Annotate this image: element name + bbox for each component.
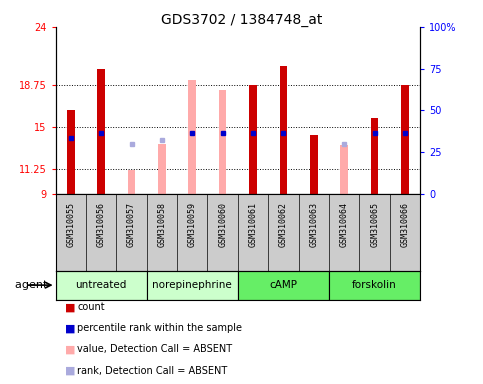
Bar xyxy=(371,118,378,194)
Text: untreated: untreated xyxy=(75,280,127,290)
Text: forskolin: forskolin xyxy=(352,280,397,290)
Text: agent: agent xyxy=(15,280,51,290)
Bar xyxy=(280,66,287,194)
Bar xyxy=(329,271,420,300)
Text: count: count xyxy=(77,302,105,312)
Text: value, Detection Call = ABSENT: value, Detection Call = ABSENT xyxy=(77,344,232,354)
Bar xyxy=(238,271,329,300)
Bar xyxy=(401,85,409,194)
Bar xyxy=(158,144,166,194)
Bar xyxy=(310,135,318,194)
Bar xyxy=(128,170,135,194)
Text: cAMP: cAMP xyxy=(270,280,298,290)
Text: GSM310063: GSM310063 xyxy=(309,202,318,247)
Text: percentile rank within the sample: percentile rank within the sample xyxy=(77,323,242,333)
Text: GSM310057: GSM310057 xyxy=(127,202,136,247)
Text: ■: ■ xyxy=(65,302,76,312)
Text: GSM310055: GSM310055 xyxy=(66,202,75,247)
Bar xyxy=(56,271,147,300)
Text: ■: ■ xyxy=(65,366,76,376)
Bar xyxy=(188,80,196,194)
Text: GSM310058: GSM310058 xyxy=(157,202,167,247)
Text: norepinephrine: norepinephrine xyxy=(153,280,232,290)
Text: GSM310059: GSM310059 xyxy=(188,202,197,247)
Bar xyxy=(219,90,227,194)
Text: ■: ■ xyxy=(65,344,76,354)
Text: ■: ■ xyxy=(65,323,76,333)
Bar xyxy=(147,271,238,300)
Text: rank, Detection Call = ABSENT: rank, Detection Call = ABSENT xyxy=(77,366,227,376)
Text: GSM310065: GSM310065 xyxy=(370,202,379,247)
Text: GSM310060: GSM310060 xyxy=(218,202,227,247)
Text: GSM310061: GSM310061 xyxy=(249,202,257,247)
Bar xyxy=(341,145,348,194)
Text: GSM310064: GSM310064 xyxy=(340,202,349,247)
Text: GSM310062: GSM310062 xyxy=(279,202,288,247)
Bar xyxy=(249,85,257,194)
Text: GSM310056: GSM310056 xyxy=(97,202,106,247)
Text: GDS3702 / 1384748_at: GDS3702 / 1384748_at xyxy=(161,13,322,27)
Text: GSM310066: GSM310066 xyxy=(400,202,410,247)
Bar xyxy=(98,69,105,194)
Bar xyxy=(67,111,74,194)
